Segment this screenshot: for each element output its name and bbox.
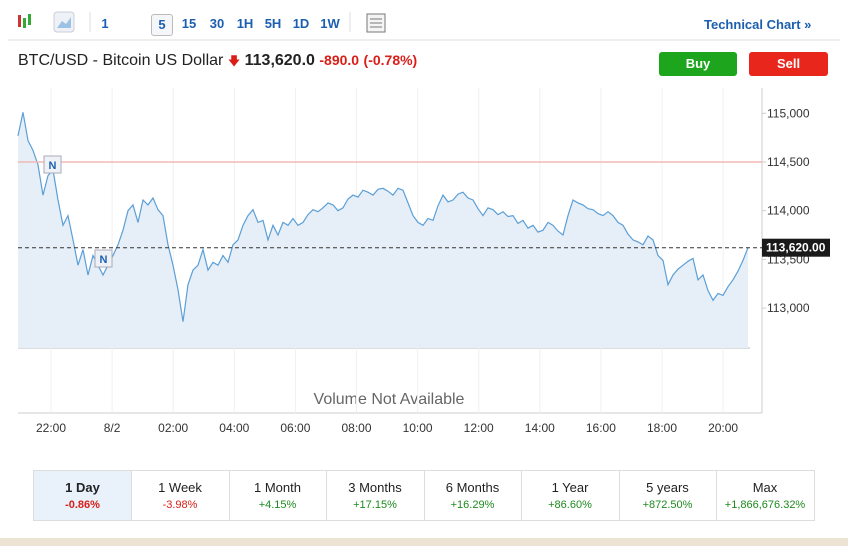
candle-icon [18, 14, 31, 28]
price-line [17, 112, 749, 322]
x-tick-label: 18:00 [647, 421, 677, 435]
period-cell[interactable]: 6 Months +16.29% [424, 471, 522, 520]
area-icon[interactable] [53, 11, 75, 33]
interval-button[interactable]: 1D [292, 16, 310, 31]
period-label: 1 Year [551, 480, 589, 495]
interval-button[interactable]: 1W [320, 16, 340, 31]
x-tick-label: 06:00 [280, 421, 310, 435]
last-price-box [762, 238, 830, 257]
period-label: Max [752, 480, 778, 495]
area [18, 112, 748, 348]
indicator-icon[interactable] [366, 13, 386, 33]
volume-note: Volume Not Available [314, 391, 465, 408]
period-change: +86.60% [548, 499, 592, 511]
period-change: +17.15% [353, 499, 397, 511]
y-tick-label: 113,000 [767, 301, 810, 315]
x-tick-label: 8/2 [104, 421, 121, 435]
sell-button[interactable]: Sell [749, 52, 828, 76]
period-change: -3.98% [162, 499, 198, 511]
x-tick-label: 22:00 [36, 421, 66, 435]
period-label: 1 Week [158, 480, 202, 495]
bottom-strip [0, 538, 848, 546]
period-change: +16.29% [450, 499, 495, 511]
x-tick-label: 02:00 [158, 421, 188, 435]
interval-button[interactable]: 5H [264, 16, 282, 31]
x-tick-label: 16:00 [586, 421, 616, 435]
period-cell[interactable]: 1 Day -0.86% [34, 471, 132, 520]
period-table: 1 Day -0.86% 1 Week -3.98% 1 Month +4.15% 3 Mo… [33, 470, 815, 521]
x-tick-label: 12:00 [464, 421, 494, 435]
x-tick-label: 04:00 [219, 421, 249, 435]
interval-button[interactable]: 1H [236, 16, 254, 31]
interval-button[interactable]: 15 [181, 16, 197, 31]
news-marker [43, 155, 62, 174]
interval-button[interactable]: 5 [151, 14, 173, 36]
down-arrow: 🡇 [227, 54, 241, 68]
y-tick-label: 114,000 [767, 204, 810, 218]
x-tick-label: 20:00 [708, 421, 738, 435]
interval-button[interactable]: 30 [209, 16, 225, 31]
period-change: -0.86% [65, 499, 100, 511]
change: -890.0 [319, 52, 360, 68]
period-cell[interactable]: 1 Month +4.15% [229, 471, 327, 520]
y-tick-label: 115,000 [767, 106, 810, 120]
period-label: 1 Day [65, 480, 100, 495]
x-tick-label: 10:00 [403, 421, 433, 435]
interval-button[interactable]: 1 [101, 16, 109, 31]
news-marker-label: N [49, 160, 57, 172]
period-cell[interactable]: 1 Week -3.98% [132, 471, 230, 520]
period-cell[interactable]: 5 years +872.50% [619, 471, 717, 520]
x-tick-label: 14:00 [525, 421, 555, 435]
period-change: +1,866,676.32% [724, 499, 806, 511]
period-cell[interactable]: 1 Year +86.60% [522, 471, 620, 520]
period-label: 5 years [646, 480, 689, 495]
x-tick-label: 08:00 [341, 421, 371, 435]
period-label: 3 Months [348, 480, 402, 495]
change-percent: (-0.78%) [363, 52, 418, 68]
period-cell[interactable]: 3 Months +17.15% [327, 471, 425, 520]
period-label: 6 Months [445, 480, 500, 495]
period-label: 1 Month [254, 480, 301, 495]
instrument-header: BTC/USD - Bitcoin US Dollar 🡇 113,620.0 … [18, 52, 417, 73]
instrument-name: BTC/USD - Bitcoin US Dollar [18, 52, 224, 69]
last-price-label: 113,620.00 [766, 241, 826, 255]
technical-chart-link[interactable]: Technical Chart » [704, 17, 812, 32]
period-change: +4.15% [258, 499, 297, 511]
period-cell[interactable]: Max +1,866,676.32% [717, 471, 815, 520]
news-marker [94, 249, 113, 268]
y-tick-label: 114,500 [767, 155, 810, 169]
buy-button[interactable]: Buy [659, 52, 737, 76]
period-change: +872.50% [642, 499, 693, 511]
news-marker-label: N [100, 254, 108, 266]
price: 113,620.0 [244, 52, 315, 69]
